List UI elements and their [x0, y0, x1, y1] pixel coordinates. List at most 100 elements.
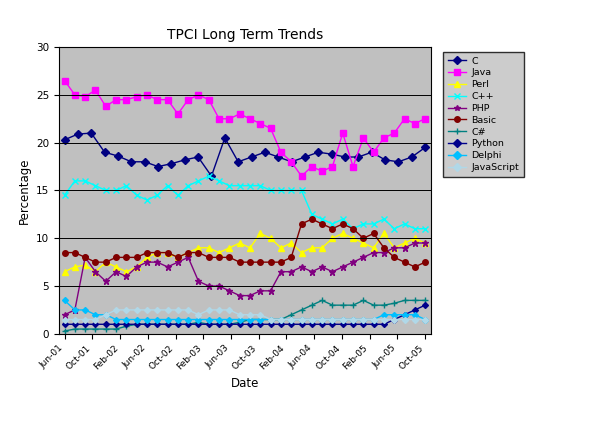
- Perl: [247, 245, 254, 250]
- Perl: [267, 236, 274, 241]
- Basic: [81, 255, 88, 260]
- Java: [154, 97, 161, 102]
- Delphi: [215, 317, 222, 322]
- C#: [309, 303, 316, 308]
- JavaScript: [226, 307, 233, 312]
- PHP: [71, 307, 78, 312]
- C#: [102, 327, 109, 332]
- Java: [247, 116, 254, 122]
- C++: [215, 178, 222, 184]
- C++: [360, 221, 367, 226]
- C#: [288, 312, 295, 317]
- Delphi: [92, 312, 99, 317]
- Perl: [298, 250, 305, 255]
- Basic: [370, 231, 377, 236]
- C: [395, 159, 402, 164]
- C++: [401, 221, 408, 226]
- JavaScript: [236, 312, 243, 317]
- Delphi: [102, 312, 109, 317]
- Python: [143, 322, 150, 327]
- Java: [339, 131, 346, 136]
- C: [368, 150, 375, 155]
- Python: [319, 322, 326, 327]
- Line: C++: C++: [62, 173, 428, 232]
- Java: [329, 164, 336, 169]
- C#: [319, 298, 326, 303]
- C: [221, 135, 228, 140]
- C#: [185, 322, 192, 327]
- PHP: [277, 269, 284, 274]
- Java: [422, 116, 429, 122]
- Basic: [319, 221, 326, 226]
- JavaScript: [257, 312, 264, 317]
- C++: [391, 226, 398, 231]
- Java: [288, 159, 295, 164]
- Python: [267, 322, 274, 327]
- C#: [329, 303, 336, 308]
- JavaScript: [123, 307, 130, 312]
- Python: [309, 322, 316, 327]
- JavaScript: [319, 317, 326, 322]
- C++: [247, 183, 254, 188]
- PHP: [174, 259, 181, 265]
- C#: [401, 298, 408, 303]
- Perl: [309, 245, 316, 250]
- Line: JavaScript: JavaScript: [63, 308, 427, 321]
- Delphi: [329, 317, 336, 322]
- Python: [401, 312, 408, 317]
- C++: [381, 217, 388, 222]
- Perl: [339, 231, 346, 236]
- Python: [370, 322, 377, 327]
- PHP: [195, 279, 202, 284]
- Java: [61, 78, 68, 83]
- C#: [143, 322, 150, 327]
- PHP: [154, 259, 161, 265]
- Python: [360, 322, 367, 327]
- PHP: [422, 241, 429, 246]
- PHP: [247, 293, 254, 298]
- Python: [236, 322, 243, 327]
- PHP: [113, 269, 120, 274]
- Java: [401, 116, 408, 122]
- Python: [339, 322, 346, 327]
- JavaScript: [381, 317, 388, 322]
- C: [275, 155, 282, 160]
- Python: [298, 322, 305, 327]
- JavaScript: [164, 307, 171, 312]
- Python: [391, 317, 398, 322]
- Basic: [391, 255, 398, 260]
- Line: Perl: Perl: [61, 230, 428, 275]
- C#: [349, 303, 356, 308]
- C#: [61, 328, 68, 333]
- C#: [360, 298, 367, 303]
- C: [155, 164, 162, 169]
- Python: [349, 322, 356, 327]
- Delphi: [277, 317, 284, 322]
- PHP: [391, 245, 398, 250]
- C#: [226, 322, 233, 327]
- PHP: [92, 269, 99, 274]
- Delphi: [422, 317, 429, 322]
- Perl: [349, 236, 356, 241]
- Delphi: [349, 317, 356, 322]
- C: [301, 155, 309, 160]
- Delphi: [113, 317, 120, 322]
- Delphi: [247, 317, 254, 322]
- Python: [154, 322, 161, 327]
- C: [181, 158, 188, 163]
- Python: [123, 322, 130, 327]
- JavaScript: [401, 317, 408, 322]
- C: [315, 150, 322, 155]
- Basic: [113, 255, 120, 260]
- Basic: [247, 259, 254, 265]
- C#: [205, 322, 212, 327]
- Basic: [174, 255, 181, 260]
- Perl: [133, 265, 140, 270]
- Perl: [81, 262, 88, 268]
- Basic: [288, 255, 295, 260]
- Basic: [215, 255, 222, 260]
- C#: [92, 327, 99, 332]
- Java: [277, 150, 284, 155]
- C++: [174, 193, 181, 198]
- Delphi: [185, 317, 192, 322]
